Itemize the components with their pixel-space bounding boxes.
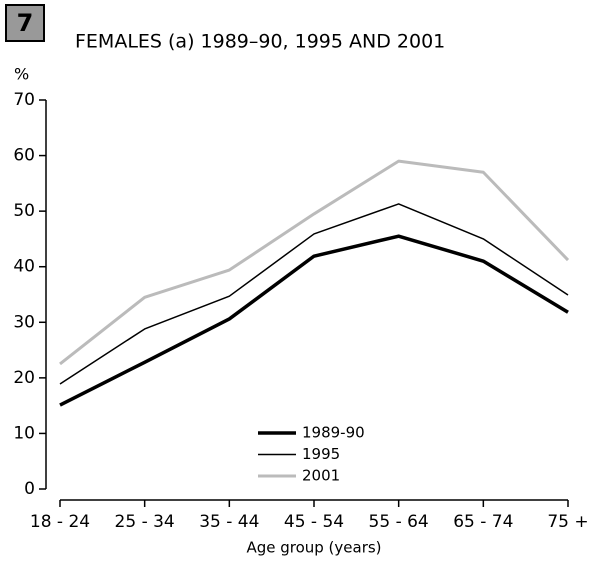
y-tick-label: 40 [13, 257, 35, 277]
chart-title: FEMALES (a) 1989–90, 1995 AND 2001 [75, 31, 445, 53]
y-tick-label: 10 [13, 423, 35, 443]
x-tick-label: 25 - 34 [115, 512, 175, 532]
x-tick-label: 55 - 64 [369, 512, 429, 532]
legend-label: 2001 [302, 467, 340, 485]
x-tick-label: 18 - 24 [30, 512, 90, 532]
legend-label: 1989-90 [302, 424, 365, 442]
y-tick-label: 70 [13, 90, 35, 110]
y-tick-label: 60 [13, 146, 35, 166]
x-tick-label: 65 - 74 [453, 512, 513, 532]
y-tick-label: 0 [24, 479, 35, 499]
series-line [59, 234, 569, 407]
badge: 7 [17, 9, 34, 37]
series-line [59, 203, 569, 385]
x-axis-label: Age group (years) [246, 539, 381, 557]
y-tick-label: 20 [13, 368, 35, 388]
x-tick-label: 75 + [547, 512, 588, 532]
y-tick-label: 30 [13, 312, 35, 332]
badge-box [5, 4, 45, 42]
series-line [59, 159, 570, 366]
y-tick-label: 50 [13, 201, 35, 221]
x-tick-label: 35 - 44 [199, 512, 259, 532]
legend-label: 1995 [302, 445, 340, 463]
y-axis-label: % [14, 65, 29, 84]
x-tick-label: 45 - 54 [284, 512, 344, 532]
